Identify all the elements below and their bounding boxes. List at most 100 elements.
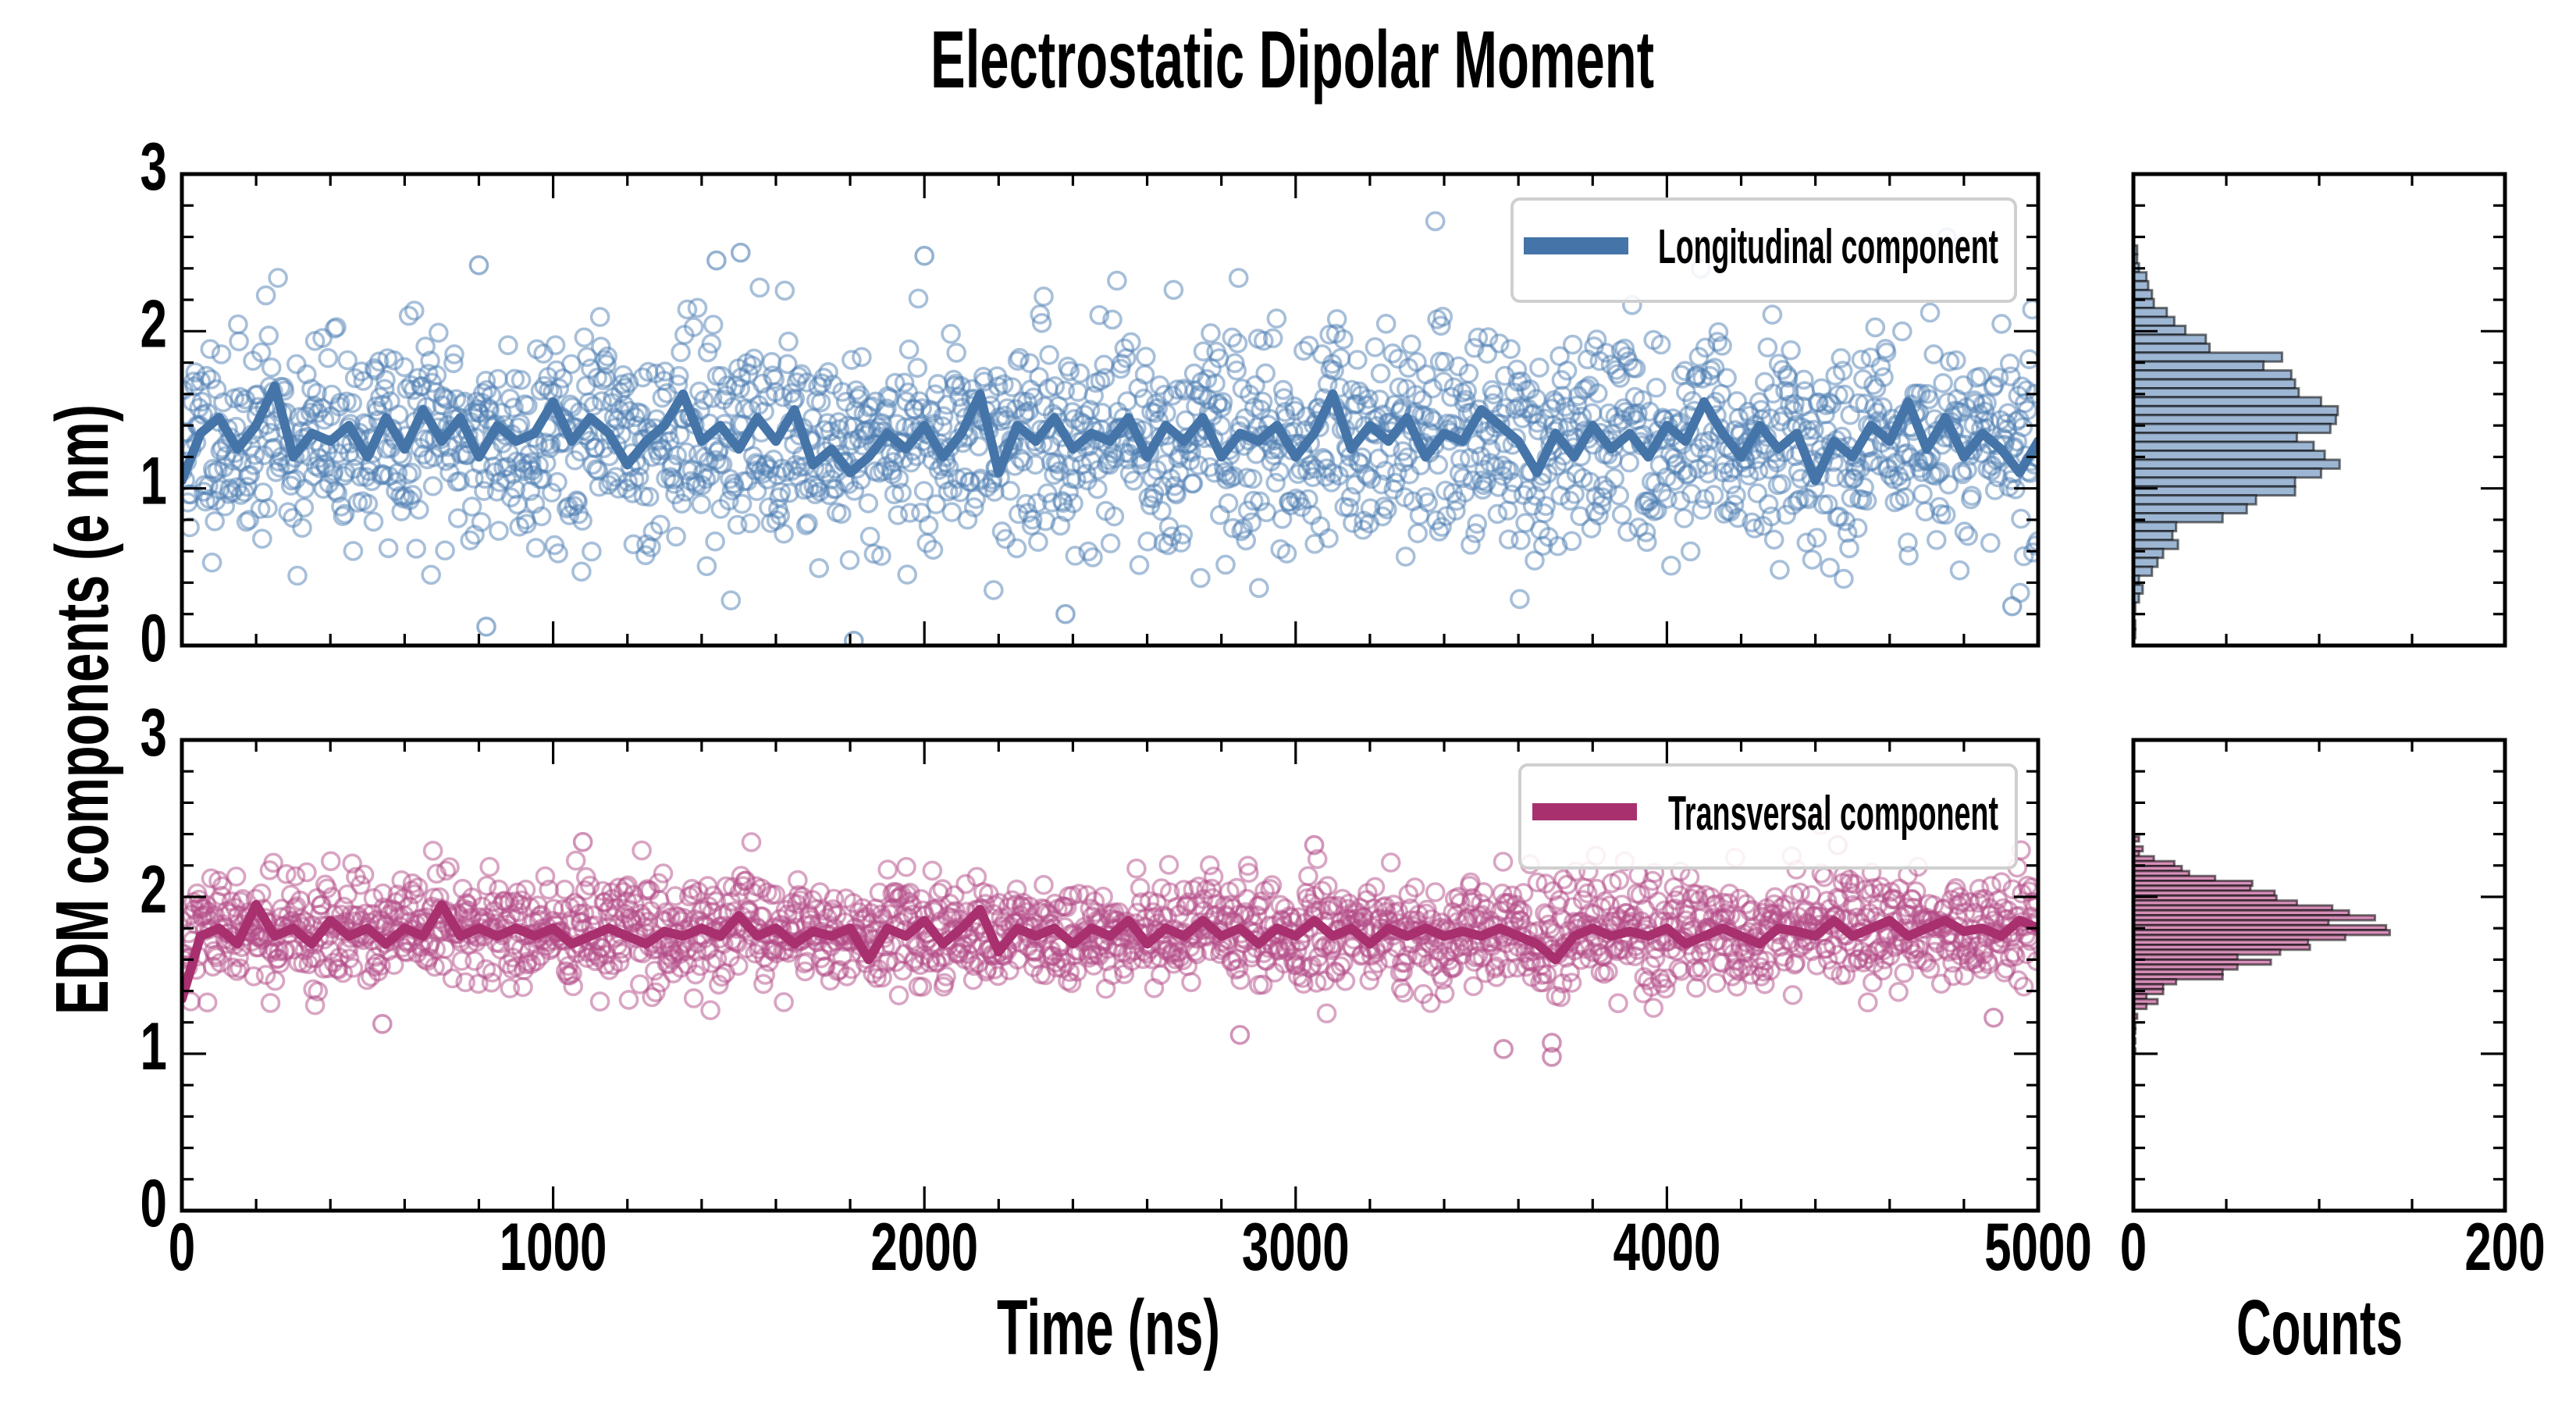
transversal-scatter-point: [244, 966, 264, 987]
transversal-scatter-point: [609, 951, 630, 973]
longitudinal-scatter-point: [841, 350, 862, 370]
longitudinal-scatter-point: [895, 417, 916, 438]
longitudinal-scatter-point: [2023, 542, 2038, 563]
longitudinal-scatter-point: [839, 550, 860, 571]
longitudinal-scatter-point: [1377, 499, 1397, 520]
longitudinal-scatter-point: [817, 413, 838, 433]
transversal-scatter-point: [500, 978, 521, 998]
longitudinal-scatter-point: [912, 398, 932, 418]
longitudinal-scatter-point: [525, 538, 546, 558]
longitudinal-hist-bar: [2132, 289, 2154, 301]
longitudinal-scatter-point: [211, 344, 232, 365]
longitudinal-scatter-point: [1680, 541, 1701, 562]
longitudinal-scatter-point: [1025, 454, 1046, 475]
longitudinal-scatter-point: [428, 322, 449, 343]
longitudinal-scatter-point: [351, 361, 372, 382]
x-axis-label: Time (ns): [997, 1284, 1220, 1371]
transversal-scatter-point: [439, 857, 460, 877]
transversal-scatter-point: [285, 866, 306, 887]
transversal-scatter-point: [1364, 877, 1386, 898]
longitudinal-scatter-point: [1646, 377, 1667, 398]
longitudinal-scatter-point: [1129, 555, 1150, 575]
longitudinal-scatter-point: [408, 500, 429, 520]
longitudinal-scatter-point: [1576, 378, 1597, 399]
transversal-scatter-point: [343, 958, 364, 978]
transversal-y-tick-labels: 0 1 2 3: [141, 695, 167, 1240]
transversal-scatter-point: [525, 951, 546, 972]
longitudinal-scatter-point: [606, 467, 626, 487]
longitudinal-scatter-point: [1783, 400, 1804, 421]
longitudinal-scatter-point: [1409, 505, 1430, 525]
longitudinal-scatter-point: [2025, 383, 2038, 404]
longitudinal-scatter-point: [1727, 507, 1749, 528]
longitudinal-scatter-point: [374, 379, 395, 400]
transversal-scatter-point: [922, 860, 943, 881]
longitudinal-scatter-point: [1053, 493, 1073, 514]
longitudinal-scatter-point: [671, 342, 691, 363]
y-tick-label: 2: [141, 852, 167, 927]
transversal-scatter-point: [1888, 982, 1909, 1002]
longitudinal-scatter-point: [1562, 334, 1583, 355]
transversal-scatter-point: [765, 884, 786, 905]
longitudinal-scatter-point: [1245, 375, 1265, 396]
longitudinal-scatter-point: [1218, 493, 1239, 514]
transversal-scatter-point: [197, 992, 218, 1013]
longitudinal-scatter-point: [1828, 385, 1848, 405]
longitudinal-scatter-point: [1510, 530, 1531, 550]
longitudinal-scatter-point: [1227, 333, 1248, 354]
longitudinal-scatter-point: [666, 526, 686, 547]
longitudinal-scatter-point: [740, 513, 761, 534]
longitudinal-scatter-point: [1707, 332, 1727, 352]
longitudinal-scatter-point: [1758, 494, 1779, 514]
hist-x-axis-label: Counts: [2236, 1284, 2403, 1371]
longitudinal-scatter-point: [1837, 522, 1858, 543]
longitudinal-scatter-point: [923, 539, 944, 560]
longitudinal-scatter-point: [1078, 541, 1098, 562]
transversal-scatter-point: [1083, 955, 1104, 976]
transversal-scatter-point: [226, 866, 247, 887]
transversal-scatter-point: [1316, 1003, 1337, 1024]
longitudinal-scatter-point: [312, 328, 333, 348]
longitudinal-scatter-point: [1190, 567, 1211, 589]
longitudinal-scatter-point: [933, 406, 954, 426]
longitudinal-scatter-point: [240, 464, 261, 486]
longitudinal-hist-bar: [2132, 333, 2208, 345]
longitudinal-scatter-point: [1473, 475, 1494, 496]
longitudinal-scatter-point: [925, 384, 945, 405]
longitudinal-scatter-point: [908, 288, 929, 309]
longitudinal-scatter-point: [426, 365, 447, 386]
longitudinal-scatter-point: [2001, 366, 2021, 387]
transversal-scatter-point: [222, 957, 243, 978]
longitudinal-scatter-point: [1804, 419, 1824, 440]
longitudinal-scatter-point: [1876, 342, 1897, 363]
longitudinal-scatter-point: [1708, 322, 1729, 343]
longitudinal-scatter-point: [918, 515, 939, 535]
longitudinal-hist-bar: [2132, 539, 2179, 550]
longitudinal-scatter-point: [531, 506, 552, 527]
longitudinal-scatter-point: [764, 368, 785, 389]
transversal-scatter-point: [1056, 897, 1077, 918]
transversal-scatter-point: [563, 976, 584, 997]
longitudinal-scatter-point: [1434, 351, 1455, 372]
longitudinal-scatter-point: [1851, 349, 1872, 370]
longitudinal-scatter-point: [628, 467, 649, 488]
transversal-scatter-point: [479, 856, 500, 877]
transversal-scatter-point: [513, 976, 533, 998]
longitudinal-scatter-point: [1962, 486, 1982, 507]
longitudinal-hist-bar: [2132, 279, 2150, 292]
longitudinal-scatter-point: [1478, 327, 1499, 347]
longitudinal-panel: Longitudinal component 0 1 2 3: [141, 129, 2507, 675]
longitudinal-hist-bar: [2132, 414, 2337, 425]
longitudinal-scatter-point: [461, 496, 482, 517]
longitudinal-scatter-point: [510, 413, 531, 434]
longitudinal-scatter-point: [2001, 470, 2022, 490]
transversal-scatter-point: [455, 972, 476, 993]
transversal-scatter-point: [422, 841, 443, 861]
longitudinal-scatter-point: [435, 540, 455, 561]
longitudinal-scatter-point: [1009, 347, 1030, 368]
longitudinal-hist-bar: [2132, 378, 2297, 390]
transversal-scatter-point: [1228, 958, 1249, 979]
longitudinal-scatter-point: [1895, 487, 1916, 508]
longitudinal-scatter-point: [1205, 373, 1226, 394]
longitudinal-scatter-point: [1212, 392, 1233, 412]
